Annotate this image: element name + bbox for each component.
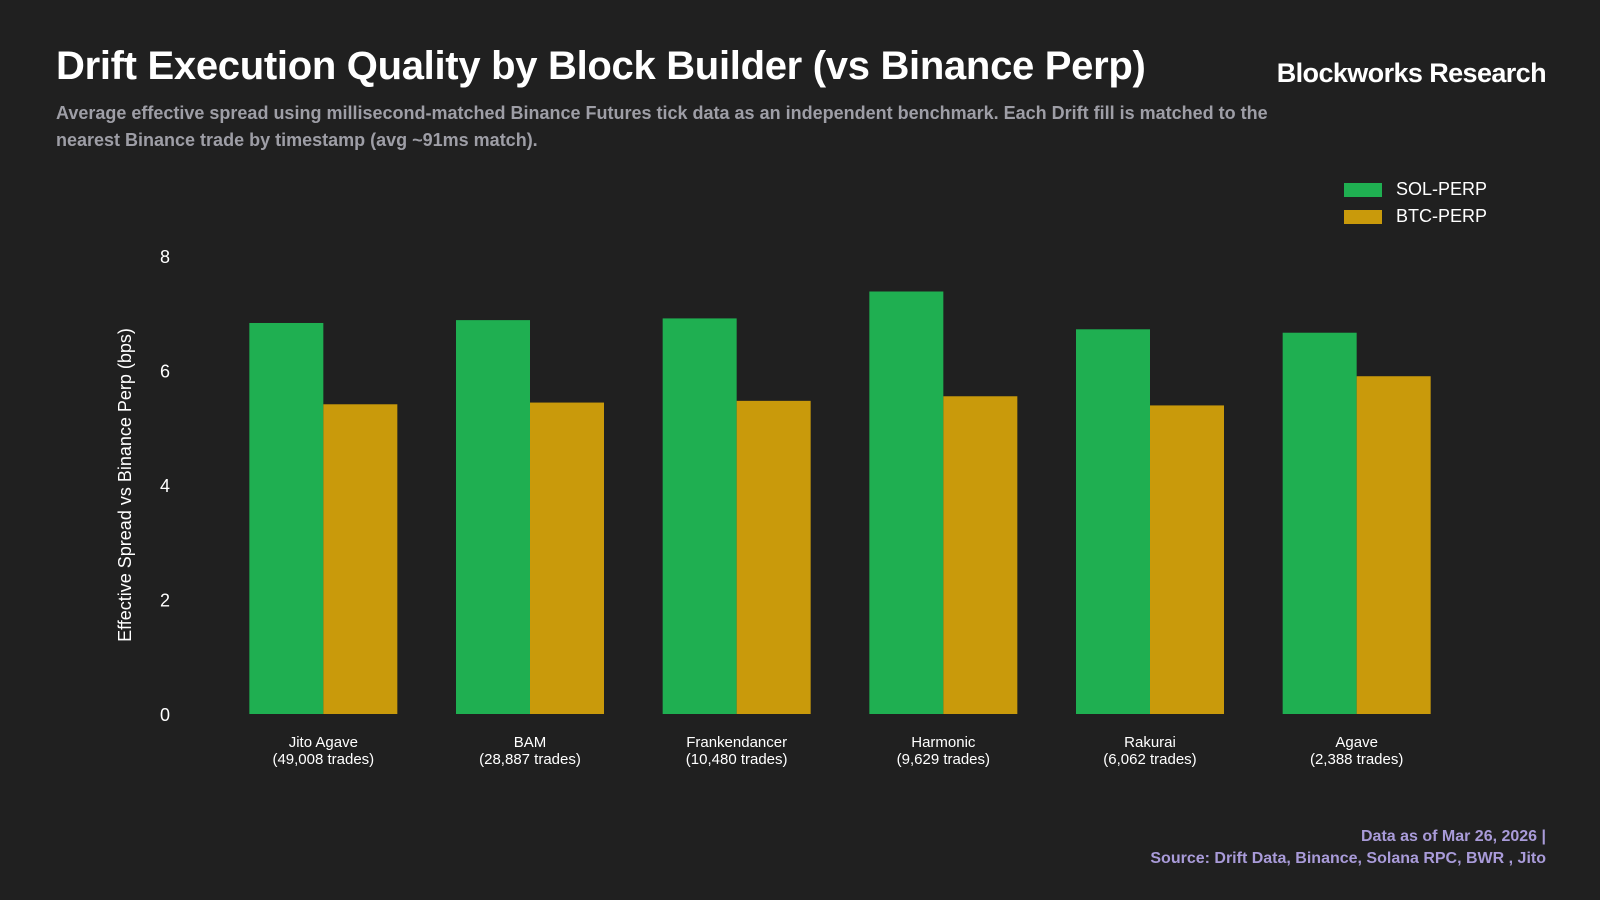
legend-label-sol: SOL-PERP (1396, 179, 1488, 199)
brand-logo-text: Blockworks Research (1276, 58, 1547, 88)
legend-label-btc: BTC-PERP (1396, 206, 1488, 226)
data-date-note: Data as of Mar 26, 2026 | (1360, 828, 1546, 845)
y-tick-label: 4 (160, 476, 170, 496)
legend-item-sol: SOL-PERP (1344, 176, 1487, 203)
y-tick-label: 2 (160, 591, 170, 611)
x-tick-trade-count: (49,008 trades) (272, 751, 374, 768)
y-tick-label: 8 (160, 247, 170, 267)
data-source-note: Source: Drift Data, Binance, Solana RPC,… (1150, 850, 1546, 867)
bar-sol-perp-jito-agave (249, 322, 324, 714)
bar-btc-perp-harmonic (943, 396, 1018, 714)
y-axis-label: Effective Spread vs Binance Perp (bps) (115, 328, 135, 642)
chart-title: Drift Execution Quality by Block Builder… (56, 44, 1146, 88)
bar-sol-perp-harmonic (869, 291, 944, 714)
legend-swatch-sol (1344, 182, 1382, 197)
chart-footer: Data as of Mar 26, 2026 | Source: Drift … (1150, 826, 1546, 870)
bar-btc-perp-rakurai (1150, 405, 1224, 714)
x-tick-label: Harmonic (911, 734, 976, 751)
bar-sol-perp-agave (1282, 332, 1357, 714)
bar-sol-perp-rakurai (1076, 329, 1150, 714)
bar-btc-perp-agave (1356, 376, 1431, 714)
x-tick-trade-count: (2,388 trades) (1310, 751, 1403, 768)
bar-sol-perp-frankendancer (662, 318, 737, 714)
legend-item-btc: BTC-PERP (1344, 203, 1487, 230)
x-tick-label: Rakurai (1124, 734, 1176, 751)
x-tick-trade-count: (10,480 trades) (686, 751, 788, 768)
chart-legend: SOL-PERP BTC-PERP (1344, 176, 1487, 230)
chart-subtitle: Average effective spread using milliseco… (56, 103, 1268, 150)
x-tick-label: Agave (1335, 734, 1378, 751)
y-tick-label: 6 (160, 362, 170, 382)
x-tick-label: Frankendancer (686, 734, 787, 751)
x-tick-label: BAM (514, 734, 547, 751)
bar-sol-perp-bam (456, 320, 530, 714)
bar-btc-perp-frankendancer (736, 400, 811, 714)
x-tick-trade-count: (28,887 trades) (479, 751, 581, 768)
x-tick-trade-count: (9,629 trades) (897, 751, 990, 768)
x-tick-trade-count: (6,062 trades) (1103, 751, 1196, 768)
legend-swatch-btc (1344, 209, 1382, 224)
x-tick-label: Jito Agave (289, 734, 358, 751)
y-tick-label: 0 (160, 705, 170, 725)
bar-btc-perp-bam (530, 402, 604, 714)
bar-btc-perp-jito-agave (323, 404, 398, 714)
